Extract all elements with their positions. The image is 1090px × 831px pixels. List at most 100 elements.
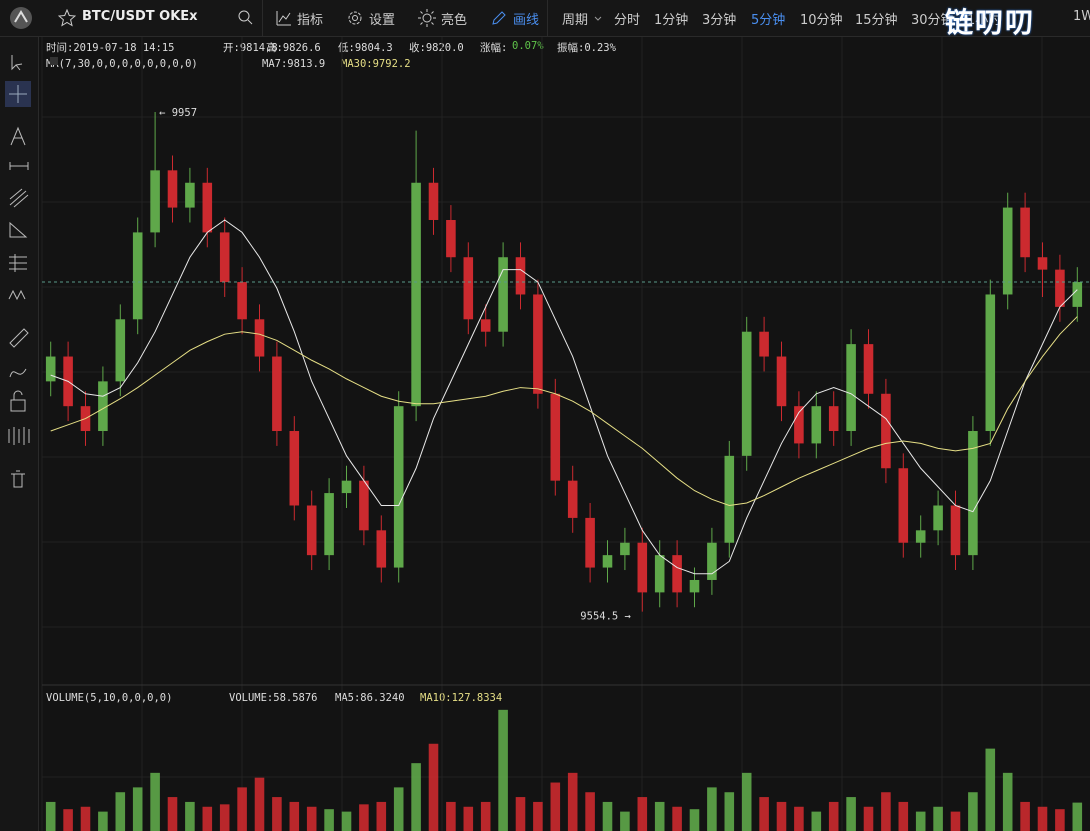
candle-body xyxy=(898,468,909,543)
candle-body xyxy=(1055,269,1065,307)
info: 低:9804.3 xyxy=(338,42,393,54)
interval[interactable]: 30分钟 xyxy=(911,13,954,28)
candle-body xyxy=(637,542,648,593)
interval[interactable]: 5分钟 xyxy=(751,13,786,28)
interval[interactable]: 3分钟 xyxy=(702,13,737,28)
amplitude: 振幅:0.23% xyxy=(557,42,616,54)
volume-bar xyxy=(376,801,387,831)
candle-body xyxy=(533,294,543,394)
volume-bar xyxy=(637,797,648,831)
volume-bar xyxy=(359,804,369,831)
search-icon[interactable] xyxy=(237,9,253,25)
volume-bar xyxy=(1072,802,1083,831)
interval[interactable]: 10分钟 xyxy=(800,13,843,28)
indicator-icon xyxy=(276,11,291,26)
toolbar: BTC/USDT OKEx 指标 设置 亮色 画线 周期 分时 1分钟 3分钟 … xyxy=(0,0,1090,39)
volume-bar xyxy=(115,792,126,831)
volume-bar xyxy=(550,782,561,831)
volume-bar xyxy=(63,809,73,831)
interval[interactable]: 1小时 xyxy=(967,13,1002,28)
candle-body xyxy=(150,170,160,233)
candle-body xyxy=(359,480,369,531)
volume-bar xyxy=(411,763,421,831)
vol-ma10: MA10:127.8334 xyxy=(420,692,503,704)
volume-bar xyxy=(567,772,578,831)
vol: VOLUME:58.5876 xyxy=(229,692,318,704)
logo xyxy=(10,7,32,29)
menu[interactable]: 指标 xyxy=(297,13,324,28)
interval[interactable]: 1W xyxy=(1073,9,1090,24)
menu[interactable]: 亮色 xyxy=(441,13,468,28)
volume-bar xyxy=(237,787,247,831)
volume-bar xyxy=(202,806,213,831)
candle-body xyxy=(45,356,56,382)
volume-bar xyxy=(602,801,613,831)
volume-bar xyxy=(654,801,665,831)
volume-bar xyxy=(1037,806,1048,831)
candle-body xyxy=(689,579,700,593)
candle-body xyxy=(968,431,978,556)
candle-body xyxy=(515,257,526,295)
candle-body xyxy=(550,393,561,481)
info: 收:9820.0 xyxy=(409,42,464,54)
grid xyxy=(41,37,1090,831)
pair: BTC/USDT OKEx xyxy=(82,9,198,24)
candle-body xyxy=(289,431,300,506)
volume-bar xyxy=(515,797,526,831)
candle-body xyxy=(724,455,735,543)
volume-bar xyxy=(324,809,334,831)
candle-body xyxy=(132,232,143,320)
volume-bar xyxy=(98,811,108,831)
interval[interactable]: 1分钟 xyxy=(654,13,689,28)
volume-bar xyxy=(863,806,874,831)
volume-bar xyxy=(1055,809,1065,831)
volume-bar xyxy=(985,748,996,831)
candle-body xyxy=(846,344,856,432)
volume-bar xyxy=(167,797,178,831)
interval[interactable]: 15分钟 xyxy=(855,13,898,28)
candle-body xyxy=(115,319,126,382)
star-icon[interactable] xyxy=(58,9,76,27)
candle-body xyxy=(411,182,421,407)
volume-bar xyxy=(219,804,230,831)
volume-bar xyxy=(463,806,474,831)
candle-body xyxy=(707,542,717,580)
ma7: MA7:9813.9 xyxy=(262,58,326,70)
candle-body xyxy=(1002,207,1013,295)
volume-bar xyxy=(724,792,735,831)
draw-icon xyxy=(492,11,506,25)
light-icon xyxy=(418,9,436,27)
menu[interactable]: 画线 xyxy=(513,13,540,28)
period[interactable]: 周期 xyxy=(562,13,589,28)
candle-body xyxy=(428,182,439,220)
candle-body xyxy=(272,356,282,432)
candle-body xyxy=(1072,282,1083,307)
candle-body xyxy=(254,319,265,357)
volume-bar xyxy=(1002,772,1013,831)
volume-bar xyxy=(585,792,595,831)
candle-body xyxy=(306,505,317,556)
volume-bar xyxy=(254,777,265,831)
candle-body xyxy=(376,530,387,568)
menu[interactable]: 设置 xyxy=(369,13,396,28)
sidebar xyxy=(0,37,39,831)
candle-body xyxy=(341,480,352,494)
candle-body xyxy=(480,319,491,332)
change: 0.07% xyxy=(512,40,544,52)
candle-body xyxy=(446,219,456,258)
tool-icons[interactable] xyxy=(0,37,38,497)
candle-body xyxy=(811,406,822,444)
candle-body xyxy=(237,282,247,320)
candle-body xyxy=(950,505,961,556)
interval[interactable]: 分时 xyxy=(614,13,641,28)
candle-body xyxy=(776,356,787,407)
low-label: 9554.5 → xyxy=(580,611,631,623)
volume-bar xyxy=(272,797,282,831)
volume-bar xyxy=(533,801,543,831)
candle-body xyxy=(585,517,595,568)
brand: 链叨叨 xyxy=(945,6,1036,39)
vol-legend: VOLUME(5,10,0,0,0,0) xyxy=(46,692,173,704)
candle-body xyxy=(98,381,108,432)
chart: ← 9957 9554.5 → xyxy=(41,37,1090,831)
